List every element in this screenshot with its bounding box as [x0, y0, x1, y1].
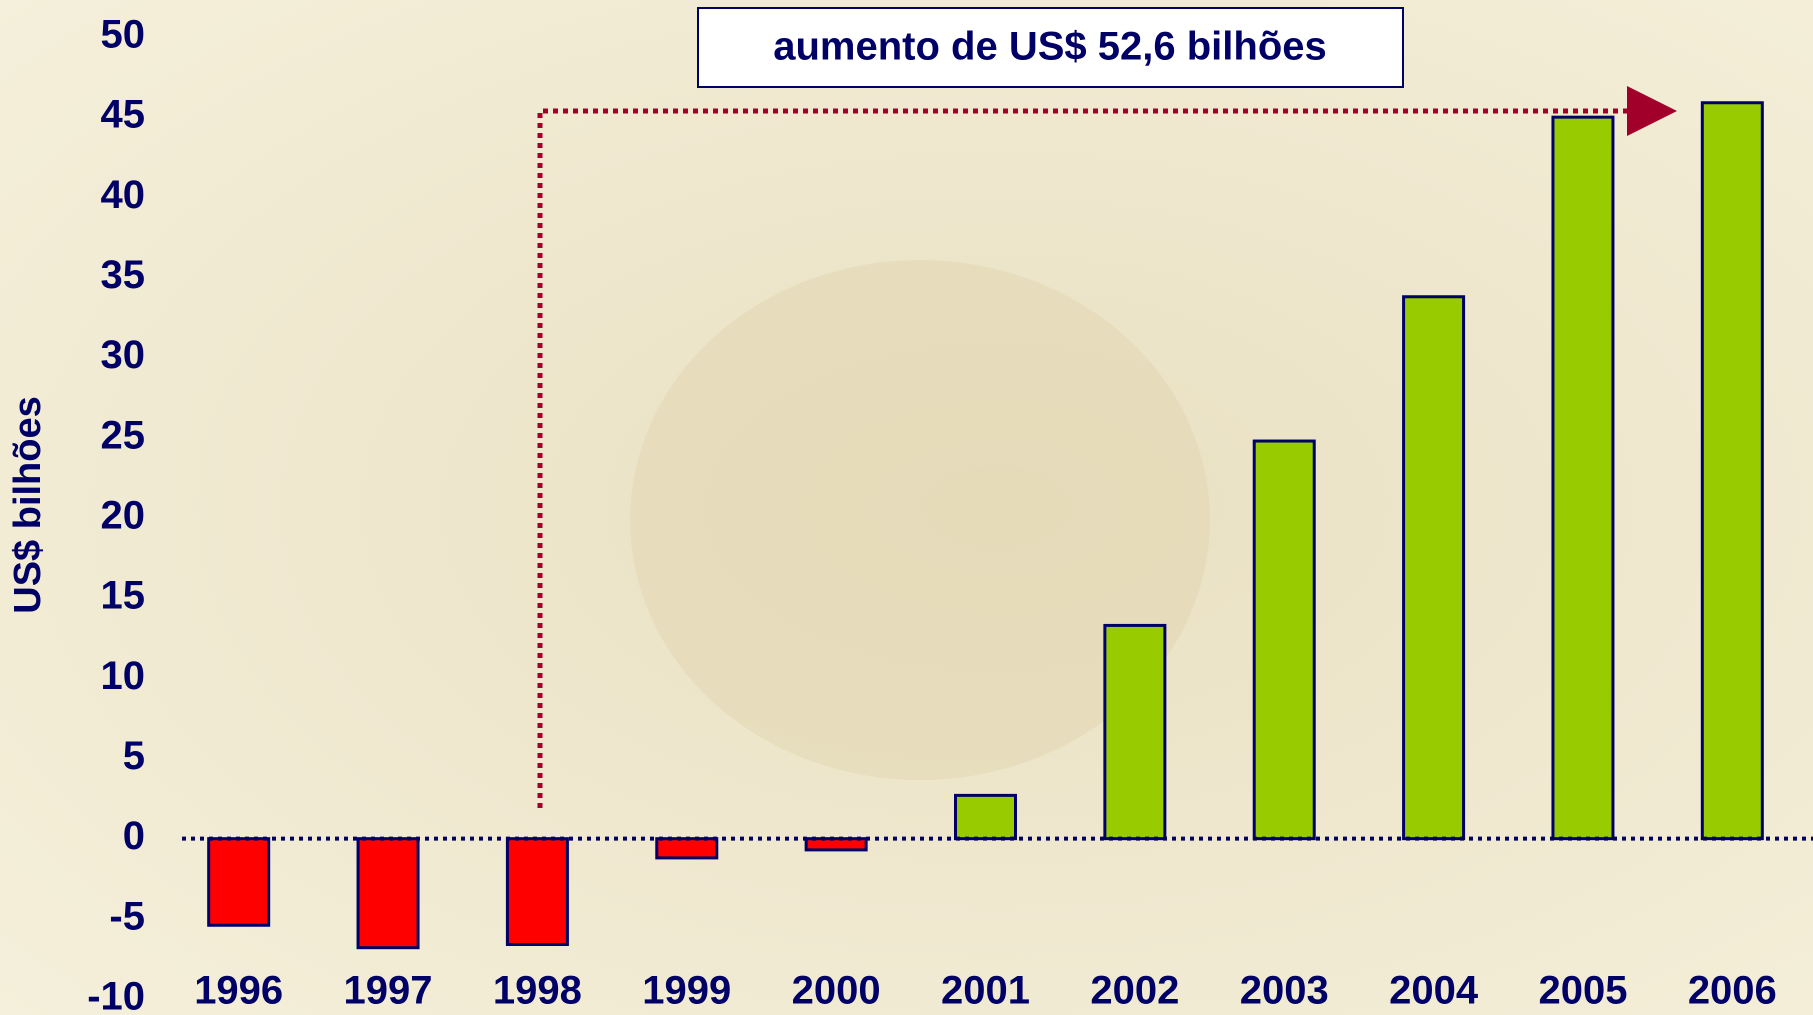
- bar: [1702, 103, 1762, 839]
- x-tick-label: 2005: [1538, 969, 1627, 1013]
- y-tick-label: 15: [101, 574, 146, 618]
- y-tick-label: 10: [101, 654, 146, 698]
- bar: [956, 795, 1016, 838]
- x-tick-label: 2000: [792, 969, 881, 1013]
- bar: [1404, 297, 1464, 839]
- bar: [209, 839, 269, 926]
- x-tick-label: 1996: [194, 969, 283, 1013]
- annotation: aumento de US$ 52,6 bilhões: [773, 25, 1327, 69]
- bar: [507, 839, 567, 945]
- y-tick-label: 25: [101, 413, 146, 457]
- y-tick-label: -5: [109, 894, 145, 938]
- bar: [1254, 441, 1314, 839]
- x-tick-label: 2001: [941, 969, 1030, 1013]
- y-tick-label: 45: [101, 93, 146, 137]
- chart: US$ bilhões aumento de US$ 52,6 bilhões …: [0, 0, 1813, 1015]
- y-tick-label: 40: [101, 173, 146, 217]
- x-tick-label: 2002: [1090, 969, 1179, 1013]
- y-tick-label: 5: [123, 734, 145, 778]
- y-tick-label: -10: [87, 975, 145, 1015]
- y-tick-label: 50: [101, 13, 146, 57]
- y-tick-label: 30: [101, 333, 146, 377]
- bar: [358, 839, 418, 948]
- y-axis-label: US$ bilhões: [7, 396, 49, 614]
- x-tick-label: 2006: [1688, 969, 1777, 1013]
- y-tick-label: 20: [101, 494, 146, 538]
- y-tick-label: 35: [101, 253, 146, 297]
- y-tick-label: 0: [123, 814, 145, 858]
- bar: [657, 839, 717, 858]
- x-tick-label: 1997: [344, 969, 433, 1013]
- bar: [1553, 117, 1613, 839]
- x-tick-label: 2003: [1240, 969, 1329, 1013]
- bar: [1105, 625, 1165, 838]
- x-tick-label: 2004: [1389, 969, 1479, 1013]
- x-tick-label: 1998: [493, 969, 582, 1013]
- x-tick-label: 1999: [642, 969, 731, 1013]
